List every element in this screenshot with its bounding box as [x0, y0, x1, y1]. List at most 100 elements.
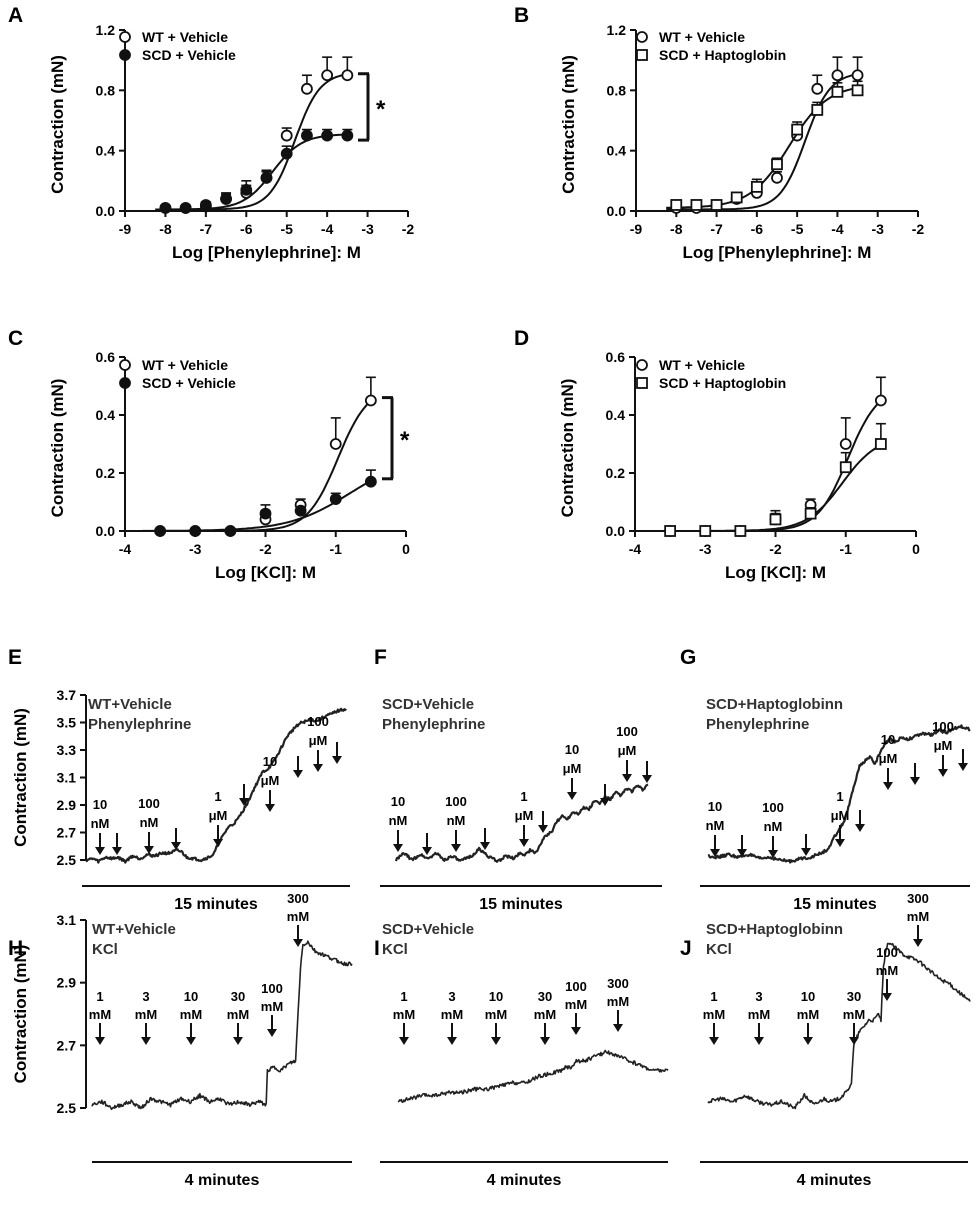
- dose-unit: nM: [140, 815, 159, 830]
- data-point: [874, 394, 887, 407]
- dose-value: 3: [142, 989, 149, 1004]
- dose-arrow: [913, 925, 923, 947]
- data-point: [154, 525, 167, 537]
- x-tick-label: -1: [330, 541, 343, 557]
- dose-arrow: [710, 835, 720, 857]
- dose-arrow: [622, 760, 632, 782]
- dose-value: 1: [836, 789, 843, 804]
- panel-label-f: F: [374, 646, 387, 669]
- time-scale-label: 15 minutes: [479, 896, 563, 913]
- dose-arrow: [803, 1023, 813, 1045]
- y-tick-label: 0.0: [606, 523, 626, 539]
- dose-unit: mM: [797, 1007, 819, 1022]
- arrow-head: [519, 839, 529, 847]
- trace-title: SCD+Haptoglobinn: [706, 921, 843, 938]
- data-point: [280, 147, 293, 160]
- trace-title: SCD+Haptoglobinn: [706, 696, 843, 713]
- y-tick-label: 0.6: [96, 349, 116, 365]
- dose-unit: μM: [515, 808, 534, 823]
- dose-unit: μM: [309, 733, 328, 748]
- dose-arrow: [213, 825, 223, 847]
- dose-unit: mM: [89, 1007, 111, 1022]
- significance-star: *: [400, 427, 410, 454]
- arrow-head: [313, 764, 323, 772]
- fit-curve: [155, 133, 349, 211]
- dose-value: 10: [93, 797, 107, 812]
- dose-unit: μM: [879, 751, 898, 766]
- trace-panel-i: SCD+Vehicle KCl 4 minutes 1 mM 3 mM 10 mM 30 mM 100…: [380, 921, 669, 1189]
- legend-marker: [636, 359, 648, 371]
- dose-value: 100: [762, 800, 784, 815]
- data-point: [179, 202, 192, 214]
- y-tick-label: 2.5: [57, 1100, 77, 1116]
- trace-title: SCD+Vehicle: [382, 921, 474, 938]
- y-tick-label: 2.7: [57, 825, 77, 841]
- trace-panel-g: SCD+Haptoglobinn Phenylephrine 15 minutes 1…: [700, 696, 971, 913]
- arrow-head: [141, 1037, 151, 1045]
- trace-title: WT+Vehicle: [92, 921, 176, 938]
- x-tick-label: 0: [912, 541, 920, 557]
- arrow-head: [422, 847, 432, 855]
- legend-label: SCD + Haptoglobin: [659, 47, 786, 63]
- dose-arrow: [313, 750, 323, 772]
- y-tick-label: 3.1: [57, 912, 77, 928]
- dose-unit: mM: [180, 1007, 202, 1022]
- data-point: [670, 199, 683, 211]
- x-tick-label: -7: [200, 221, 213, 237]
- dose-unit: nM: [447, 813, 466, 828]
- data-point: [734, 525, 747, 537]
- trace-agonist: Phenylephrine: [706, 716, 809, 733]
- dose-arrow: [571, 1013, 581, 1035]
- dose-arrow: [293, 756, 303, 778]
- y-tick-label: 0.4: [96, 143, 116, 159]
- arrow-head: [642, 775, 652, 783]
- contraction-trace: [85, 707, 347, 864]
- arrow-head: [293, 770, 303, 778]
- dose-arrow: [855, 810, 865, 832]
- x-tick-label: -9: [630, 221, 643, 237]
- y-tick-label: 2.9: [57, 975, 77, 991]
- trace-title: SCD+Vehicle: [382, 696, 474, 713]
- dose-unit: mM: [607, 994, 629, 1009]
- arrow-head: [571, 1027, 581, 1035]
- dose-unit: nM: [706, 818, 725, 833]
- dose-arrow: [265, 790, 275, 812]
- dose-arrow: [480, 828, 490, 850]
- y-tick-label: 0.8: [96, 82, 116, 98]
- legend-marker: [119, 31, 131, 43]
- x-tick-label: -6: [751, 221, 764, 237]
- y-tick-label: 0.2: [606, 465, 626, 481]
- data-point: [831, 69, 844, 82]
- x-tick-label: -7: [710, 221, 723, 237]
- data-point: [321, 129, 334, 142]
- dose-value: 30: [847, 989, 861, 1004]
- time-scale-label: 15 minutes: [793, 896, 877, 913]
- arrow-head: [293, 939, 303, 947]
- contraction-trace: [707, 942, 971, 1110]
- y-tick-label: 2.5: [57, 852, 77, 868]
- dose-value: 100: [307, 714, 329, 729]
- legend-marker: [119, 49, 131, 61]
- y-tick-label: 0.0: [607, 203, 627, 219]
- arrow-head: [447, 1037, 457, 1045]
- trace-agonist: KCl: [92, 941, 118, 958]
- dose-value: 100: [932, 719, 954, 734]
- y-tick-label: 3.7: [57, 687, 77, 703]
- dose-arrow: [239, 784, 249, 806]
- data-point: [839, 461, 852, 474]
- dose-arrow: [141, 1023, 151, 1045]
- arrow-head: [233, 1037, 243, 1045]
- data-point: [294, 504, 307, 517]
- legend-label: WT + Vehicle: [659, 29, 745, 45]
- dose-arrow: [768, 836, 778, 858]
- data-point: [769, 513, 782, 526]
- dose-arrow: [95, 833, 105, 855]
- data-point: [750, 180, 763, 193]
- x-axis-title: Log [Phenylephrine]: M: [683, 243, 872, 262]
- data-point: [341, 129, 354, 142]
- arrow-head: [855, 824, 865, 832]
- dose-unit: mM: [907, 909, 929, 924]
- trace-panel-e: 2.5 2.7 2.9 3.1 3.3 3.5 3.7 Contraction (mN) WT+…: [11, 687, 350, 913]
- arrow-head: [567, 792, 577, 800]
- panel-label-i: I: [374, 937, 380, 960]
